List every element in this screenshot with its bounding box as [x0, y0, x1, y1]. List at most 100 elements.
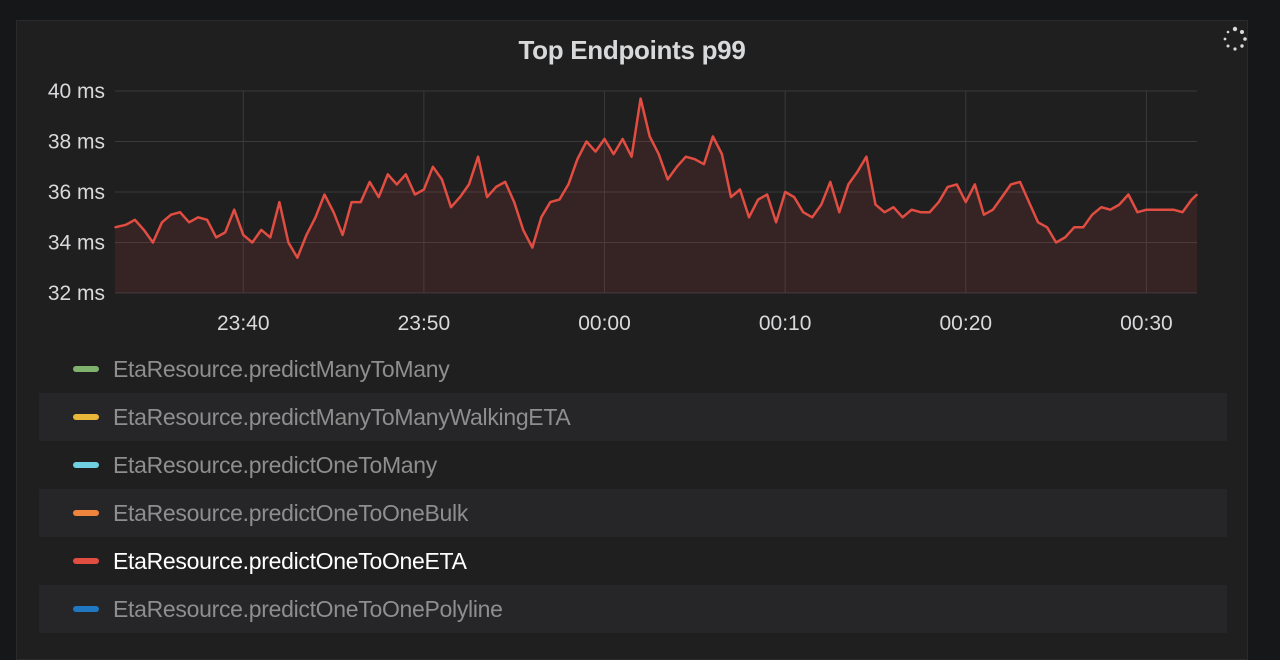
x-tick-label: 23:50 [398, 312, 451, 335]
data-point [1163, 208, 1166, 211]
data-point [197, 216, 199, 219]
x-tick-label: 00:10 [759, 312, 812, 335]
data-point [1145, 208, 1148, 211]
data-point [468, 183, 470, 186]
line-chart[interactable]: 40 ms 38 ms 36 ms 34 ms 32 ms 23:40 23:50 00:00… [17, 21, 1249, 341]
data-point [377, 196, 380, 198]
data-point [341, 234, 344, 236]
data-point [784, 191, 786, 193]
data-point [188, 221, 190, 224]
data-point [621, 138, 624, 140]
legend-item-predict-many-to-many[interactable]: EtaResource.predictManyToMany [39, 345, 1227, 393]
data-point [1190, 198, 1193, 201]
series-color-swatch[interactable] [73, 414, 99, 420]
data-point [278, 201, 281, 203]
data-point [829, 181, 832, 183]
data-point [657, 153, 660, 155]
data-point [495, 186, 497, 188]
x-tick-label: 23:40 [217, 312, 270, 335]
legend-item-predict-one-to-one-eta[interactable]: EtaResource.predictOneToOneETA [39, 537, 1227, 585]
legend-item-predict-one-to-one-polyline[interactable]: EtaResource.predictOneToOnePolyline [39, 585, 1227, 633]
data-point [423, 188, 425, 191]
data-point [1028, 201, 1030, 203]
y-tick-label: 34 ms [48, 232, 105, 255]
legend-item-predict-one-to-one-bulk[interactable]: EtaResource.predictOneToOneBulk [39, 489, 1227, 537]
data-point [748, 216, 750, 219]
data-point [549, 201, 552, 203]
data-point [459, 196, 461, 198]
data-point [233, 208, 235, 211]
data-point [847, 183, 850, 186]
data-point [1073, 226, 1075, 229]
panel-title[interactable]: Top Endpoints p99 [518, 35, 746, 65]
data-point [630, 155, 633, 158]
data-point [432, 166, 434, 168]
data-point [1154, 208, 1157, 211]
data-point [856, 171, 859, 173]
series-color-swatch[interactable] [73, 462, 99, 468]
data-point [1091, 213, 1093, 216]
data-point [757, 198, 759, 201]
data-point [992, 208, 994, 211]
data-point [946, 186, 949, 188]
data-point [576, 158, 579, 160]
data-point [1010, 183, 1012, 186]
data-point [567, 183, 570, 186]
loading-spinner-icon [1223, 26, 1247, 51]
data-point [703, 163, 705, 165]
data-point [1082, 226, 1084, 229]
data-point [179, 211, 181, 213]
data-point [1019, 181, 1021, 183]
series-color-swatch[interactable] [73, 558, 99, 564]
data-point [251, 241, 254, 244]
legend-label[interactable]: EtaResource.predictManyToManyWalkingETA [113, 403, 571, 430]
data-point [685, 155, 687, 158]
data-point [983, 213, 985, 216]
data-point [1109, 208, 1112, 211]
legend-label[interactable]: EtaResource.predictOneToOneBulk [113, 499, 469, 526]
data-point [730, 196, 732, 198]
data-point [558, 198, 561, 201]
graph-panel: Top Endpoints p99 40 ms 38 ms 36 ms 34 ms 32… [16, 20, 1248, 660]
data-point [928, 211, 931, 213]
series-color-swatch[interactable] [73, 366, 99, 372]
data-point [676, 166, 678, 168]
data-point [865, 155, 868, 158]
data-point [287, 241, 290, 244]
legend-item-predict-one-to-many[interactable]: EtaResource.predictOneToMany [39, 441, 1227, 489]
legend-label[interactable]: EtaResource.predictOneToOnePolyline [113, 595, 503, 622]
data-point [359, 201, 362, 203]
data-point [666, 178, 669, 181]
series-color-swatch[interactable] [73, 606, 99, 612]
data-point [956, 183, 958, 186]
legend-label[interactable]: EtaResource.predictManyToMany [113, 355, 450, 382]
series-color-swatch[interactable] [73, 510, 99, 516]
data-point [368, 181, 371, 183]
data-point [910, 208, 913, 211]
legend-label[interactable]: EtaResource.predictOneToOneETA [113, 547, 467, 574]
data-point [314, 216, 317, 219]
data-point [224, 231, 226, 234]
data-point [269, 236, 272, 239]
data-point [648, 135, 651, 138]
data-point [874, 203, 877, 206]
data-point [513, 201, 515, 203]
data-point [143, 229, 145, 231]
legend-label[interactable]: EtaResource.predictOneToMany [113, 451, 437, 478]
data-point [1100, 206, 1103, 208]
legend-item-predict-many-to-many-walking-eta[interactable]: EtaResource.predictManyToManyWalkingETA [39, 393, 1227, 441]
data-point [694, 158, 696, 160]
data-point [522, 229, 524, 231]
data-point [504, 181, 507, 183]
data-point [332, 211, 335, 213]
y-tick-label: 32 ms [48, 282, 105, 305]
data-point [206, 219, 208, 221]
x-tick-label: 00:20 [940, 312, 993, 335]
y-tick-label: 38 ms [48, 131, 105, 154]
data-point [1118, 203, 1121, 206]
data-point [721, 153, 723, 155]
data-point [414, 193, 416, 196]
data-point [540, 216, 543, 219]
data-point [1172, 208, 1175, 211]
data-point [323, 193, 326, 196]
